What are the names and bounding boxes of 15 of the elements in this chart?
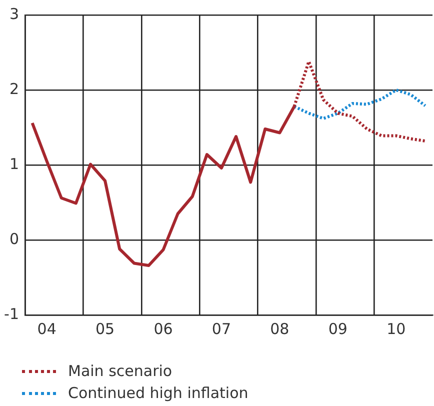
- x-tick-label: 09: [328, 320, 348, 338]
- y-tick-label: 0: [9, 230, 19, 248]
- y-tick-label: 2: [9, 80, 19, 98]
- x-tick-label: 07: [212, 320, 232, 338]
- x-tick-label: 08: [270, 320, 290, 338]
- legend-label: Continued high inflation: [68, 384, 248, 402]
- x-tick-label: 10: [386, 320, 406, 338]
- legend-label: Main scenario: [68, 362, 172, 380]
- x-tick-label: 04: [37, 320, 56, 338]
- x-tick-label: 05: [96, 320, 115, 338]
- x-tick-label: 06: [154, 320, 173, 338]
- y-tick-label: -1: [4, 304, 19, 323]
- y-tick-label: 3: [9, 4, 19, 23]
- line-series: [292, 88, 427, 120]
- y-tick-label: 1: [9, 154, 19, 173]
